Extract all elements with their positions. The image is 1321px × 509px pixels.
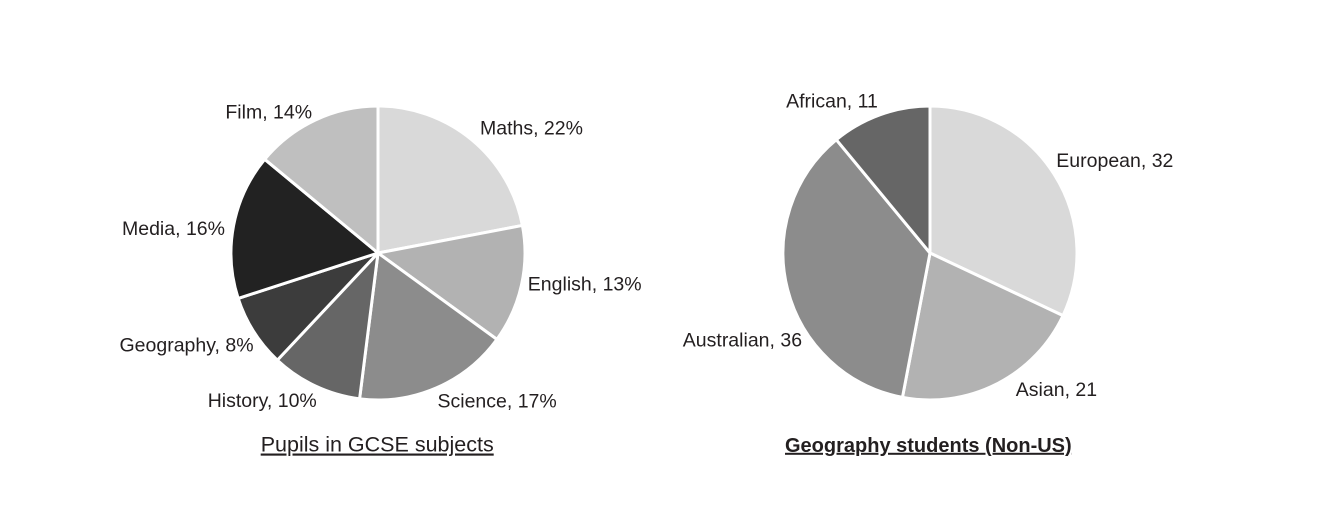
svg-text:Film, 14%: Film, 14% bbox=[225, 102, 312, 124]
svg-text:Asian, 21: Asian, 21 bbox=[1016, 379, 1097, 401]
svg-text:Science, 17%: Science, 17% bbox=[438, 391, 557, 413]
svg-text:Geography students (Non-US): Geography students (Non-US) bbox=[785, 435, 1072, 457]
svg-text:Media, 16%: Media, 16% bbox=[122, 218, 225, 240]
svg-text:English, 13%: English, 13% bbox=[528, 274, 642, 296]
svg-text:Australian, 36: Australian, 36 bbox=[683, 330, 802, 352]
svg-text:History, 10%: History, 10% bbox=[208, 390, 317, 412]
svg-text:African, 11: African, 11 bbox=[786, 91, 878, 113]
svg-text:Pupils in GCSE subjects: Pupils in GCSE subjects bbox=[261, 433, 494, 457]
svg-text:Maths, 22%: Maths, 22% bbox=[480, 118, 583, 140]
svg-text:European, 32: European, 32 bbox=[1056, 150, 1173, 172]
svg-text:Geography, 8%: Geography, 8% bbox=[120, 334, 254, 356]
